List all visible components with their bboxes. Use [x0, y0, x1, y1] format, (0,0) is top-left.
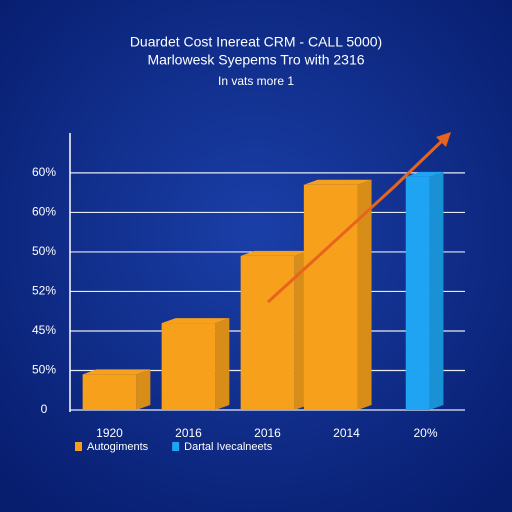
legend-swatch	[172, 442, 180, 451]
plot-area: 0 50% 45% 52% 50% 60% 60% 1920 2016 2016 2014 20%	[32, 165, 465, 440]
legend-label: Autogiments	[87, 441, 149, 453]
bar	[405, 176, 430, 410]
bar	[303, 184, 358, 410]
legend-label: Dartal Ivecalneets	[184, 441, 273, 453]
x-tick-label: 1920	[96, 426, 123, 440]
bar-side	[429, 171, 444, 410]
bar	[240, 255, 295, 410]
x-tick-label: 2016	[175, 426, 202, 440]
y-tick-label: 60%	[32, 165, 56, 179]
bar-top	[161, 318, 230, 324]
y-tick-label: 52%	[32, 284, 56, 298]
chart-title: Duardet Cost Inereat CRM - CALL 5000)	[130, 34, 382, 50]
y-tick-label: 0	[41, 402, 48, 416]
bar-side	[136, 369, 151, 410]
bar-top	[303, 179, 372, 185]
y-tick-label: 60%	[32, 205, 56, 219]
x-tick-label: 2016	[254, 426, 281, 440]
legend: Autogiments Dartal Ivecalneets	[75, 441, 273, 453]
x-tick-label: 2014	[333, 426, 360, 440]
x-tick-label: 20%	[413, 426, 437, 440]
chart-note: In vats more 1	[218, 74, 294, 88]
bar-top	[82, 369, 151, 375]
bar-side	[357, 179, 372, 410]
bar-side	[215, 318, 230, 410]
bar-top	[405, 171, 444, 177]
chart-subtitle: Marlowesk Syepems Tro with 2316	[147, 52, 364, 68]
y-tick-label: 45%	[32, 323, 56, 337]
legend-swatch	[75, 442, 82, 451]
bar-top	[240, 250, 309, 256]
trend-arrow	[266, 132, 451, 304]
bar	[82, 374, 137, 410]
bar	[161, 323, 216, 410]
y-tick-label: 50%	[32, 244, 56, 258]
y-tick-label: 50%	[32, 363, 56, 377]
